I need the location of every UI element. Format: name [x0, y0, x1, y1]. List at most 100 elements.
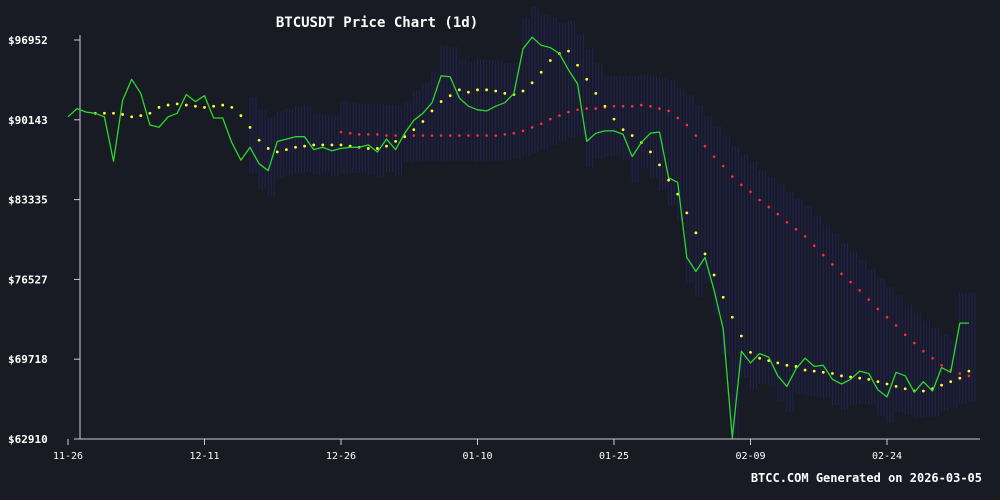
chart-title: BTCUSDT Price Chart (1d) [276, 15, 478, 31]
short-ma-point [339, 143, 343, 147]
short-ma-point [121, 113, 124, 116]
short-ma-point [858, 376, 862, 380]
long-ma-point [740, 183, 743, 187]
short-ma-point [849, 375, 852, 379]
short-ma-point [103, 111, 106, 115]
short-ma-point [275, 150, 279, 154]
short-ma-point [448, 94, 452, 98]
long-ma-point [894, 324, 898, 327]
long-ma-point [621, 104, 625, 108]
short-ma-point [476, 88, 479, 92]
long-ma-point [658, 107, 661, 110]
short-ma-point [394, 140, 397, 143]
short-ma-point [285, 148, 288, 152]
short-ma-point [485, 88, 488, 92]
short-ma-point [922, 389, 925, 393]
long-ma-point [421, 134, 425, 137]
volatility-band [249, 6, 976, 439]
long-ma-point [612, 104, 616, 108]
long-ma-point [858, 288, 861, 292]
short-ma-point [139, 114, 143, 118]
short-ma-point [567, 49, 570, 53]
short-ma-point [603, 104, 607, 108]
long-ma-point [694, 134, 698, 137]
short-ma-point [239, 114, 243, 118]
x-tick-label: 02-09 [735, 451, 765, 462]
short-ma-point [658, 163, 661, 167]
long-ma-point [794, 228, 798, 231]
labels: BTCUSDT Price Chart (1d) BTCC.COM Genera… [276, 15, 982, 485]
short-ma-point [740, 334, 743, 338]
short-ma-point [885, 382, 889, 386]
short-ma-point [212, 104, 216, 108]
long-ma-point [876, 307, 880, 311]
long-ma-point [731, 175, 734, 178]
short-ma-point [867, 377, 871, 381]
short-ma-point [166, 103, 170, 107]
long-ma-point [412, 134, 416, 137]
chart-footer: BTCC.COM Generated on 2026-03-05 [751, 471, 982, 485]
x-tick-label: 12-11 [189, 451, 219, 462]
long-ma-point [594, 107, 598, 110]
axes: $96952 $90143 $83335 $76527 $69718 $62910 11-2… [8, 34, 980, 462]
long-ma-point [630, 104, 634, 108]
price-line-layer [67, 36, 969, 439]
x-tick-label: 11-26 [53, 451, 83, 462]
short-ma-point [494, 89, 498, 93]
long-ma-point [676, 116, 679, 120]
long-ma-point [576, 108, 579, 112]
long-ma-point [703, 144, 707, 148]
short-ma-point [366, 147, 370, 150]
long-ma-point [439, 134, 443, 137]
long-ma-point [549, 117, 552, 121]
long-ma-point [822, 253, 825, 257]
short-ma-point [785, 363, 789, 367]
short-ma-point [667, 178, 670, 182]
short-ma-point [594, 91, 598, 95]
short-ma-point [812, 369, 816, 373]
short-ma-point [703, 252, 707, 256]
short-ma-point [376, 147, 379, 150]
long-ma-point [721, 164, 725, 168]
short-ma-point [203, 106, 206, 109]
long-ma-point [476, 134, 479, 137]
short-ma-point [749, 350, 752, 354]
short-ma-point [221, 103, 225, 107]
long-ma-point [812, 244, 816, 248]
short-ma-point [776, 361, 780, 365]
y-tick-label: $76527 [8, 273, 48, 286]
price-line [67, 36, 969, 439]
short-ma-point [958, 376, 962, 380]
long-ma-point [458, 134, 461, 137]
short-ma-point [294, 145, 297, 149]
long-ma-point [376, 133, 379, 136]
short-ma-point [903, 387, 907, 391]
long-ma-point [385, 134, 388, 137]
short-ma-point [649, 150, 652, 154]
long-ma-point [667, 109, 670, 113]
long-ma-point [922, 349, 925, 353]
x-tick-label: 02-24 [872, 451, 902, 462]
short-ma-point [112, 111, 115, 115]
long-ma-point [758, 198, 761, 202]
long-ma-point [931, 356, 934, 360]
long-ma-point [867, 298, 871, 301]
short-ma-point [685, 211, 689, 215]
short-ma-point [530, 81, 534, 85]
x-tick-label: 01-10 [462, 451, 492, 462]
y-tick-label: $83335 [8, 194, 48, 207]
long-ma-point [367, 133, 370, 136]
y-tick-label: $69718 [8, 353, 48, 366]
short-ma-point [330, 143, 334, 147]
short-ma-point [457, 88, 461, 92]
long-ma-point [749, 190, 752, 194]
long-ma-point [339, 130, 343, 134]
long-ma-point [967, 374, 971, 378]
long-ma-point [530, 126, 534, 129]
y-tick-label: $62910 [8, 433, 48, 446]
short-ma-point [831, 372, 834, 375]
short-ma-point [967, 369, 971, 373]
short-ma-point [148, 111, 152, 115]
